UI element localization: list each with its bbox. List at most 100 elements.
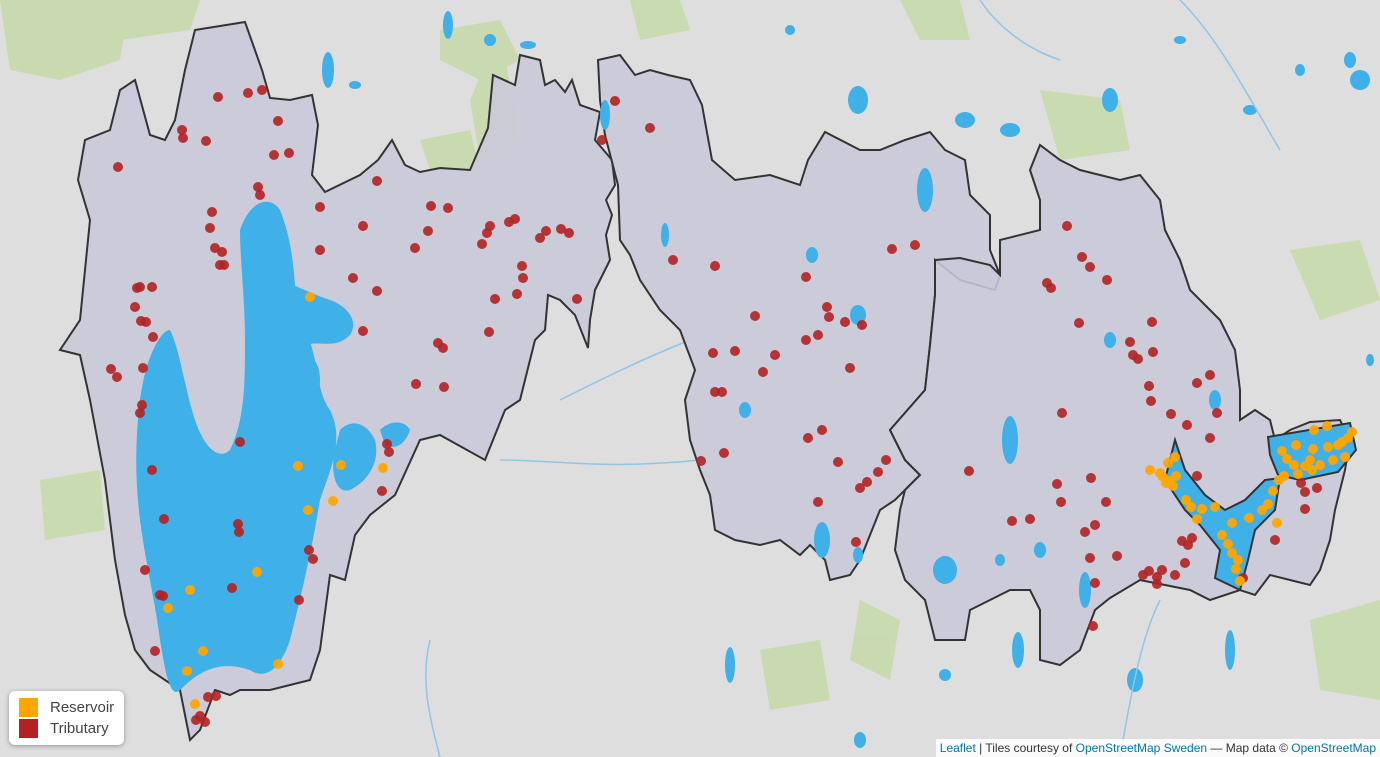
tributary-marker[interactable] bbox=[1144, 381, 1154, 391]
reservoir-marker[interactable] bbox=[1347, 427, 1357, 437]
tributary-marker[interactable] bbox=[1062, 221, 1072, 231]
tributary-marker[interactable] bbox=[1152, 572, 1162, 582]
reservoir-marker[interactable] bbox=[1307, 465, 1317, 475]
tributary-marker[interactable] bbox=[372, 176, 382, 186]
tributary-marker[interactable] bbox=[411, 379, 421, 389]
tributary-marker[interactable] bbox=[140, 565, 150, 575]
tributary-marker[interactable] bbox=[518, 273, 528, 283]
tributary-marker[interactable] bbox=[132, 283, 142, 293]
tributary-marker[interactable] bbox=[1212, 408, 1222, 418]
tributary-marker[interactable] bbox=[517, 261, 527, 271]
tributary-marker[interactable] bbox=[770, 350, 780, 360]
tributary-marker[interactable] bbox=[490, 294, 500, 304]
tributary-marker[interactable] bbox=[257, 85, 267, 95]
reservoir-marker[interactable] bbox=[1186, 502, 1196, 512]
reservoir-marker[interactable] bbox=[1168, 481, 1178, 491]
reservoir-marker[interactable] bbox=[1282, 454, 1292, 464]
tributary-marker[interactable] bbox=[358, 221, 368, 231]
tributary-marker[interactable] bbox=[710, 261, 720, 271]
reservoir-marker[interactable] bbox=[1309, 425, 1319, 435]
tributary-marker[interactable] bbox=[1166, 409, 1176, 419]
reservoir-marker[interactable] bbox=[328, 496, 338, 506]
tributary-marker[interactable] bbox=[840, 317, 850, 327]
reservoir-marker[interactable] bbox=[1192, 514, 1202, 524]
reservoir-marker[interactable] bbox=[1145, 465, 1155, 475]
reservoir-marker[interactable] bbox=[1233, 555, 1243, 565]
tributary-marker[interactable] bbox=[1187, 533, 1197, 543]
reservoir-marker[interactable] bbox=[1328, 455, 1338, 465]
tributary-marker[interactable] bbox=[423, 226, 433, 236]
reservoir-marker[interactable] bbox=[1210, 502, 1220, 512]
tributary-marker[interactable] bbox=[696, 456, 706, 466]
tributary-marker[interactable] bbox=[1300, 504, 1310, 514]
tributary-marker[interactable] bbox=[130, 302, 140, 312]
tributary-marker[interactable] bbox=[1147, 317, 1157, 327]
tributary-marker[interactable] bbox=[1086, 473, 1096, 483]
tributary-marker[interactable] bbox=[1077, 252, 1087, 262]
tributary-marker[interactable] bbox=[1090, 520, 1100, 530]
tributary-marker[interactable] bbox=[219, 260, 229, 270]
tributary-marker[interactable] bbox=[234, 527, 244, 537]
tributary-marker[interactable] bbox=[284, 148, 294, 158]
tributary-marker[interactable] bbox=[137, 400, 147, 410]
reservoir-marker[interactable] bbox=[1293, 469, 1303, 479]
tributary-marker[interactable] bbox=[201, 136, 211, 146]
tributary-marker[interactable] bbox=[235, 437, 245, 447]
tributary-marker[interactable] bbox=[113, 162, 123, 172]
reservoir-marker[interactable] bbox=[1244, 513, 1254, 523]
tributary-marker[interactable] bbox=[855, 483, 865, 493]
reservoir-marker[interactable] bbox=[305, 292, 315, 302]
tributary-marker[interactable] bbox=[862, 477, 872, 487]
tributary-marker[interactable] bbox=[512, 289, 522, 299]
tributary-marker[interactable] bbox=[833, 457, 843, 467]
tributary-marker[interactable] bbox=[1205, 433, 1215, 443]
tributary-marker[interactable] bbox=[273, 116, 283, 126]
tributary-marker[interactable] bbox=[1101, 497, 1111, 507]
reservoir-marker[interactable] bbox=[336, 460, 346, 470]
reservoir-marker[interactable] bbox=[1171, 471, 1181, 481]
reservoir-marker[interactable] bbox=[1181, 495, 1191, 505]
tributary-marker[interactable] bbox=[141, 317, 151, 327]
tributary-marker[interactable] bbox=[1102, 275, 1112, 285]
reservoir-marker[interactable] bbox=[1315, 460, 1325, 470]
tributary-marker[interactable] bbox=[205, 223, 215, 233]
tributary-marker[interactable] bbox=[851, 537, 861, 547]
tributary-marker[interactable] bbox=[645, 123, 655, 133]
reservoir-marker[interactable] bbox=[303, 505, 313, 515]
osm-sweden-link[interactable]: OpenStreetMap Sweden bbox=[1075, 741, 1208, 755]
tributary-marker[interactable] bbox=[1192, 471, 1202, 481]
tributary-marker[interactable] bbox=[1296, 478, 1306, 488]
tributary-marker[interactable] bbox=[159, 514, 169, 524]
tributary-marker[interactable] bbox=[817, 425, 827, 435]
tributary-marker[interactable] bbox=[1133, 354, 1143, 364]
tributary-marker[interactable] bbox=[1152, 579, 1162, 589]
tributary-marker[interactable] bbox=[1046, 283, 1056, 293]
tributary-marker[interactable] bbox=[372, 286, 382, 296]
tributary-marker[interactable] bbox=[1148, 347, 1158, 357]
tributary-marker[interactable] bbox=[213, 92, 223, 102]
tributary-marker[interactable] bbox=[717, 387, 727, 397]
tributary-marker[interactable] bbox=[1180, 558, 1190, 568]
tributary-marker[interactable] bbox=[1170, 570, 1180, 580]
tributary-marker[interactable] bbox=[750, 311, 760, 321]
tributary-marker[interactable] bbox=[315, 245, 325, 255]
reservoir-marker[interactable] bbox=[182, 666, 192, 676]
reservoir-marker[interactable] bbox=[1227, 518, 1237, 528]
tributary-marker[interactable] bbox=[873, 467, 883, 477]
tributary-marker[interactable] bbox=[410, 243, 420, 253]
reservoir-marker[interactable] bbox=[1323, 442, 1333, 452]
reservoir-marker[interactable] bbox=[1279, 471, 1289, 481]
tributary-marker[interactable] bbox=[1157, 565, 1167, 575]
tributary-marker[interactable] bbox=[138, 363, 148, 373]
tributary-marker[interactable] bbox=[1074, 318, 1084, 328]
reservoir-marker[interactable] bbox=[273, 659, 283, 669]
tributary-marker[interactable] bbox=[1057, 408, 1067, 418]
tributary-marker[interactable] bbox=[484, 327, 494, 337]
tributary-marker[interactable] bbox=[1090, 578, 1100, 588]
tributary-marker[interactable] bbox=[510, 214, 520, 224]
tributary-marker[interactable] bbox=[564, 228, 574, 238]
tributary-marker[interactable] bbox=[910, 240, 920, 250]
reservoir-marker[interactable] bbox=[1223, 539, 1233, 549]
reservoir-marker[interactable] bbox=[1333, 440, 1343, 450]
